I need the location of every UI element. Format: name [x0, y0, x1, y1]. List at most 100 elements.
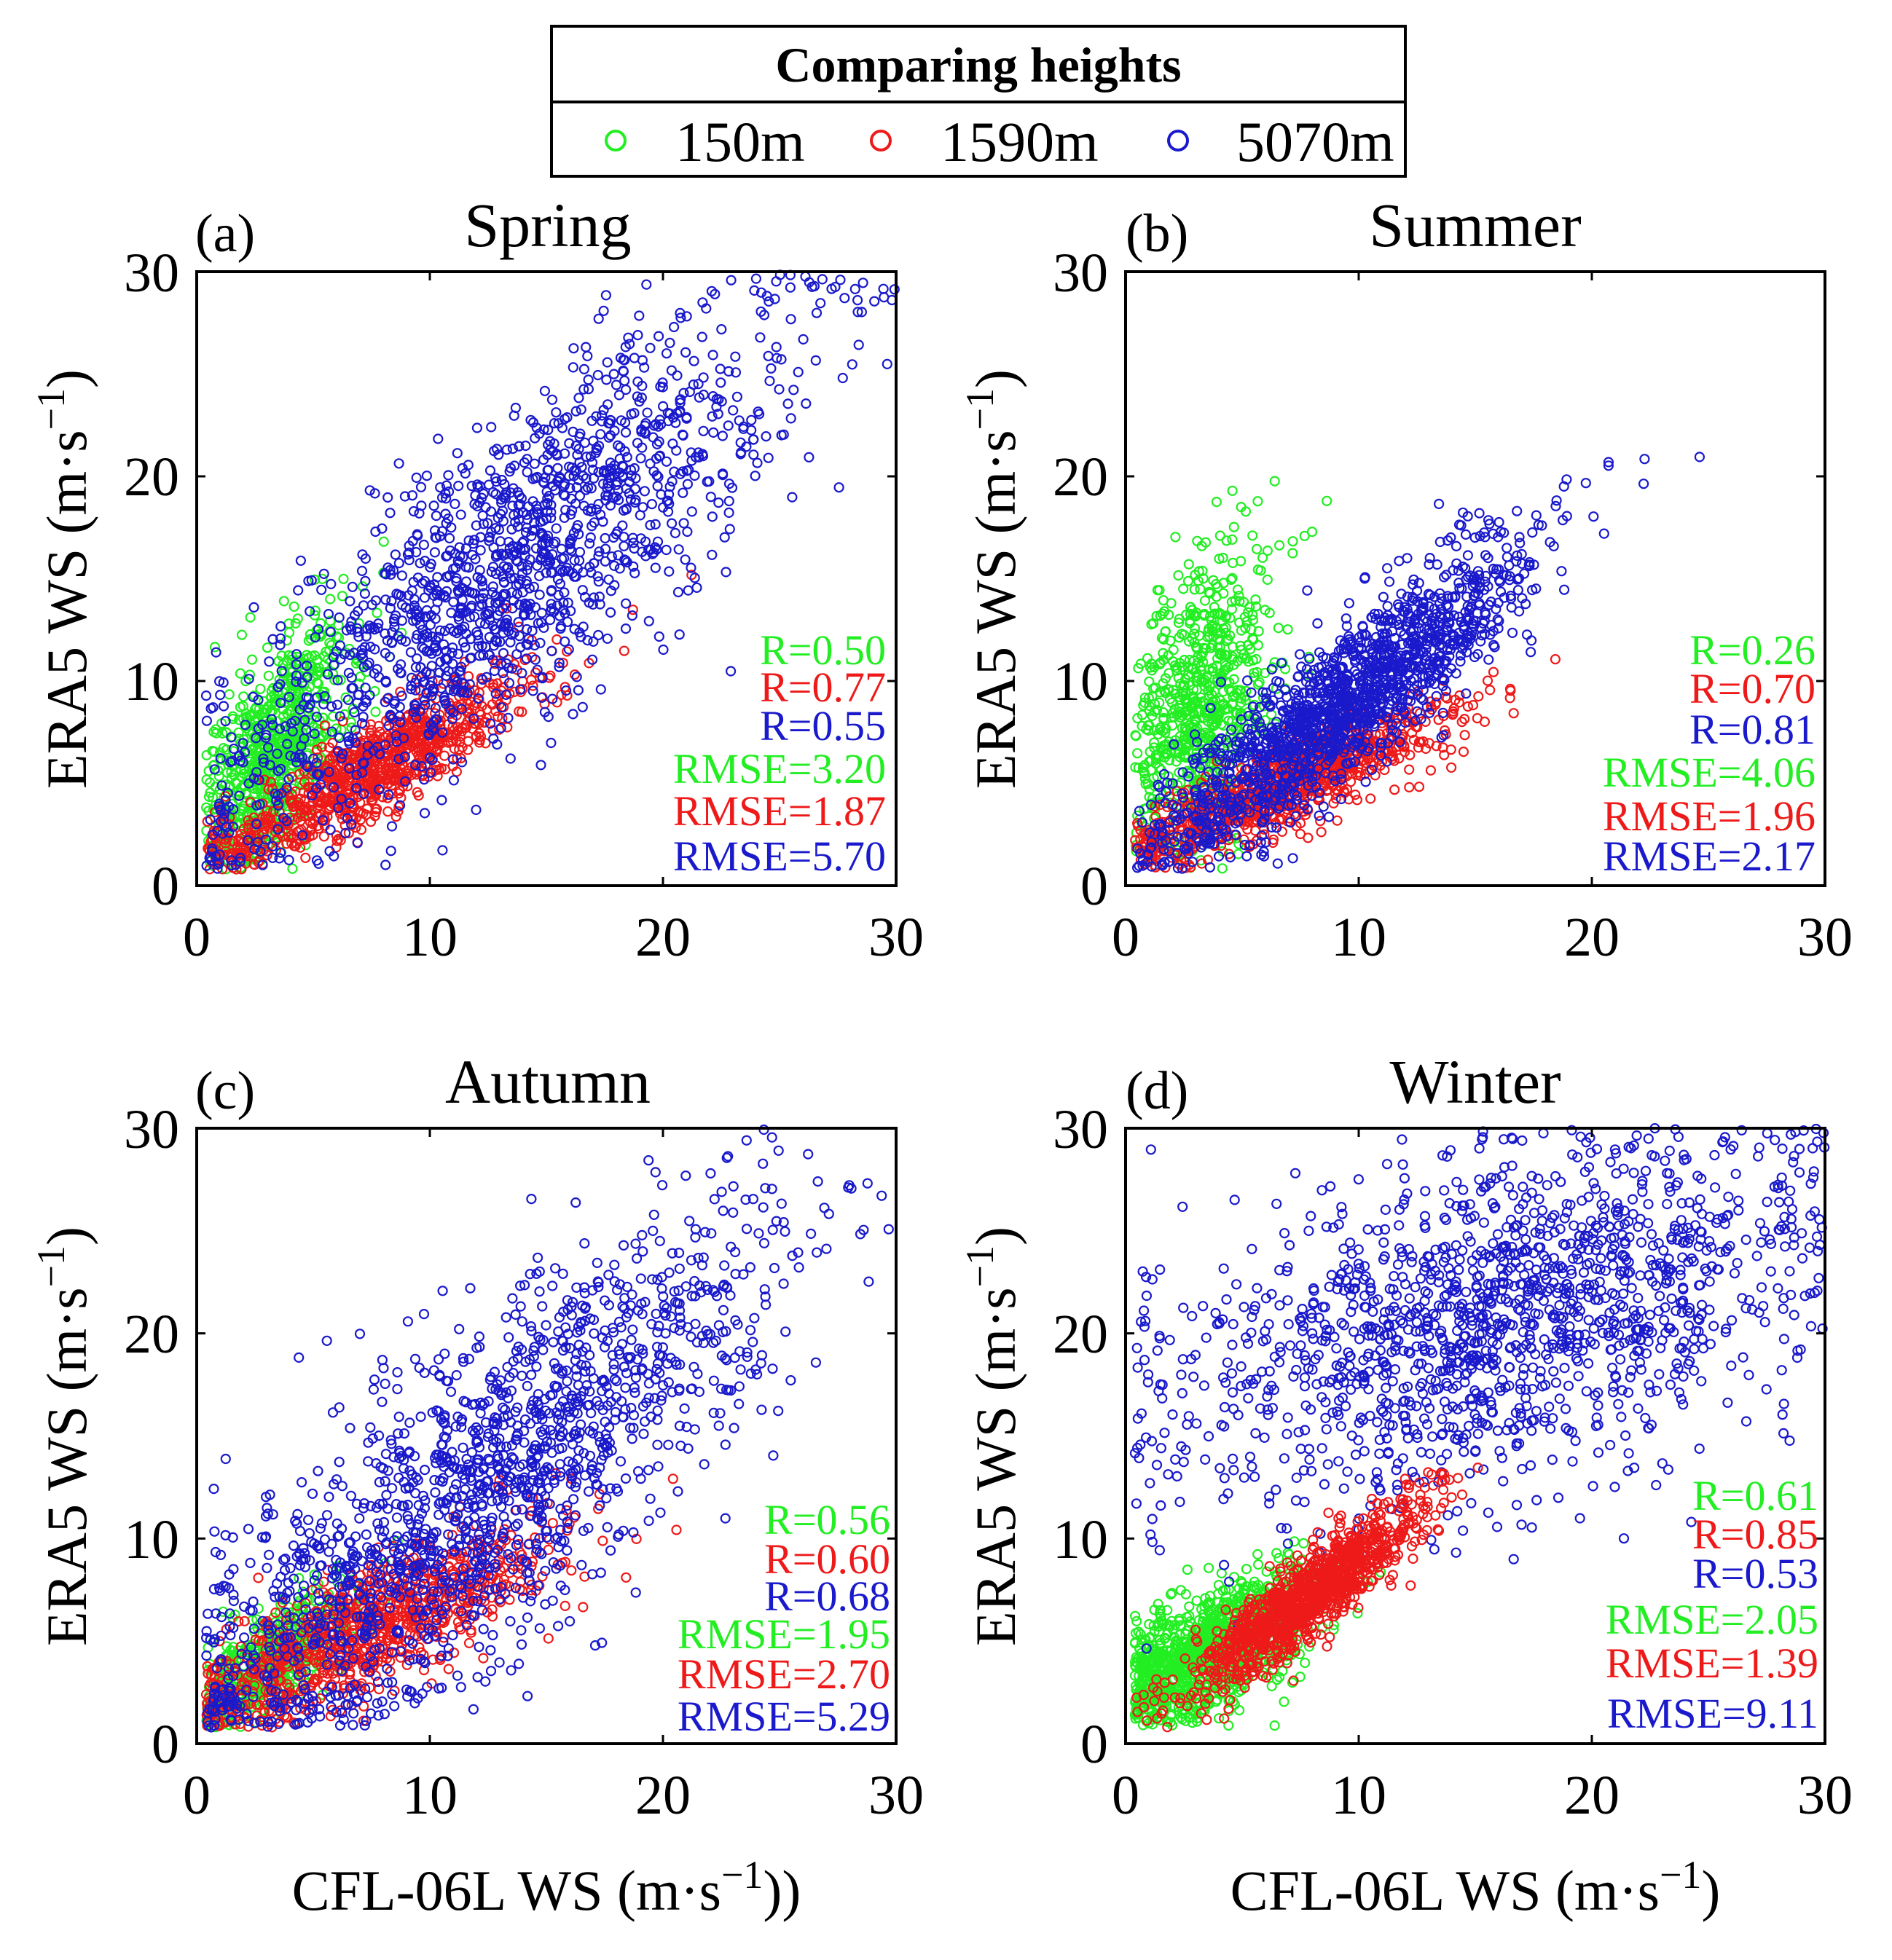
x-tick-label: 20	[635, 907, 691, 968]
scatter-point-150m	[283, 627, 295, 638]
scatter-point-5070m	[1382, 601, 1393, 612]
scatter-point-1590m	[1458, 746, 1469, 757]
scatter-point-150m	[340, 692, 351, 703]
scatter-point-5070m	[652, 481, 663, 492]
scatter-point-1590m	[1351, 795, 1363, 806]
scatter-point-5070m	[498, 667, 509, 679]
scatter-point-5070m	[602, 633, 613, 644]
legend-marker-150m	[605, 130, 627, 151]
scatter-point-5070m	[689, 470, 700, 481]
scatter-point-5070m	[546, 737, 557, 749]
scatter-point-150m	[203, 765, 214, 776]
scatter-point-5070m	[661, 456, 672, 467]
scatter-point-5070m	[869, 296, 880, 307]
scatter-point-5070m	[641, 279, 652, 290]
scatter-point-5070m	[748, 449, 759, 460]
scatter-point-5070m	[218, 701, 229, 712]
scatter-point-5070m	[713, 497, 724, 508]
scatter-point-5070m	[1526, 635, 1537, 646]
scatter-point-5070m	[360, 575, 371, 586]
scatter-point-5070m	[491, 444, 503, 454]
scatter-point-5070m	[600, 290, 612, 301]
scatter-point-5070m	[582, 350, 593, 361]
scatter-point-5070m	[731, 391, 743, 402]
scatter-point-150m	[1178, 583, 1189, 594]
scatter-point-150m	[1131, 748, 1143, 759]
scatter-point-5070m	[460, 642, 471, 653]
scatter-point-5070m	[568, 343, 579, 354]
scatter-point-150m	[378, 536, 389, 547]
scatter-point-5070m	[653, 631, 664, 642]
scatter-point-5070m	[801, 398, 812, 409]
scatter-point-150m	[255, 683, 266, 694]
scatter-point-5070m	[608, 369, 619, 379]
scatter-point-150m	[226, 766, 237, 778]
scatter-point-5070m	[385, 846, 396, 857]
scatter-point-150m	[218, 742, 229, 754]
scatter-point-5070m	[581, 342, 592, 353]
scatter-point-150m	[1247, 530, 1258, 541]
scatter-point-5070m	[385, 508, 396, 519]
scatter-point-5070m	[453, 480, 464, 492]
scatter-point-5070m	[521, 623, 533, 635]
scatter-point-5070m	[673, 544, 684, 555]
scatter-point-1590m	[1482, 675, 1493, 686]
scatter-point-5070m	[678, 487, 688, 498]
scatter-point-150m	[208, 792, 219, 803]
scatter-point-5070m	[574, 546, 586, 558]
scatter-point-150m	[1322, 495, 1332, 506]
legend-marker-5070m	[1167, 130, 1189, 151]
scatter-point-5070m	[761, 430, 772, 442]
scatter-point-150m	[328, 711, 339, 722]
scatter-point-5070m	[602, 357, 613, 368]
scatter-point-1590m	[1425, 765, 1437, 776]
x-tick-label: 0	[183, 907, 211, 968]
scatter-point-5070m	[620, 427, 632, 438]
panel-letter: (a)	[195, 204, 255, 264]
scatter-point-5070m	[771, 342, 782, 353]
scatter-point-150m	[1287, 548, 1298, 559]
scatter-point-5070m	[411, 472, 422, 484]
scatter-point-5070m	[386, 821, 398, 832]
scatter-point-5070m	[408, 505, 420, 517]
scatter-point-5070m	[755, 332, 766, 343]
scatter-point-5070m	[295, 555, 306, 566]
scatter-point-150m	[324, 637, 335, 648]
scatter-point-150m	[246, 654, 258, 665]
scatter-point-5070m	[477, 510, 488, 522]
scatter-point-5070m	[728, 405, 739, 416]
scatter-point-5070m	[215, 689, 226, 701]
scatter-point-5070m	[200, 690, 212, 701]
scatter-point-150m	[1306, 526, 1318, 538]
scatter-point-5070m	[682, 479, 694, 489]
scatter-point-5070m	[611, 379, 622, 390]
scatter-point-5070m	[637, 502, 648, 513]
scatter-point-5070m	[680, 554, 691, 565]
scatter-point-5070m	[345, 596, 356, 607]
scatter-point-5070m	[428, 500, 439, 511]
scatter-point-1590m	[1485, 685, 1496, 696]
scatter-point-1590m	[1404, 782, 1415, 793]
scatter-point-5070m	[579, 437, 591, 448]
scatter-point-150m	[288, 601, 299, 612]
scatter-point-150m	[1227, 485, 1238, 496]
scatter-point-150m	[317, 573, 328, 584]
scatter-point-5070m	[571, 672, 582, 682]
scatter-point-5070m	[535, 637, 546, 648]
x-tick-label: 10	[402, 907, 458, 968]
scatter-point-1590m	[1389, 784, 1400, 795]
scatter-point-5070m	[707, 549, 718, 560]
scatter-point-150m	[1251, 543, 1263, 555]
scatter-point-5070m	[592, 369, 603, 381]
scatter-point-5070m	[696, 331, 707, 342]
scatter-point-5070m	[650, 519, 661, 530]
scatter-point-5070m	[721, 567, 731, 578]
scatter-point-1590m	[382, 806, 393, 817]
scatter-point-5070m	[603, 574, 614, 585]
stat-rmse-5070m: RMSE=5.70	[673, 833, 886, 880]
scatter-point-5070m	[444, 532, 455, 544]
scatter-point-5070m	[503, 712, 514, 723]
scatter-point-5070m	[450, 498, 460, 510]
scatter-point-5070m	[634, 310, 645, 321]
scatter-point-150m	[278, 596, 289, 607]
